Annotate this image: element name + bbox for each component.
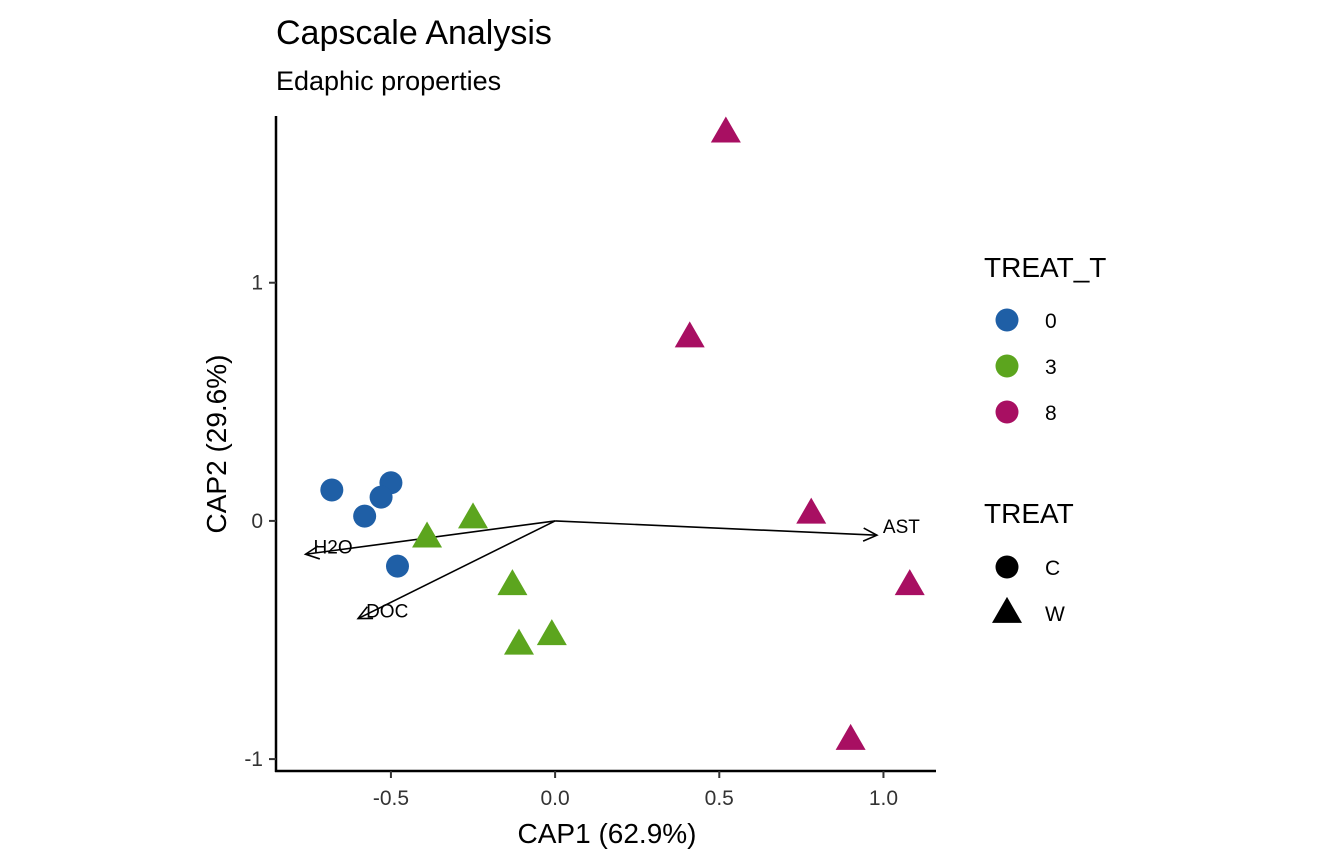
x-tick-label: 0.0	[541, 787, 570, 810]
data-point	[710, 116, 741, 143]
x-ticks: -0.5 0.0 0.5 1.0	[373, 771, 898, 810]
y-tick-label: 1	[251, 272, 263, 295]
legend-key-3	[995, 354, 1019, 378]
x-tick-label: 0.5	[705, 787, 734, 810]
data-point	[835, 723, 866, 750]
y-axis-title: CAP2 (29.6%)	[201, 355, 232, 534]
legend-label-w: W	[1045, 603, 1065, 626]
vector-ast-line	[555, 520, 877, 536]
biplot-vectors: H2O DOC AST	[303, 517, 920, 623]
legend-key-8	[995, 400, 1019, 424]
x-tick-label: -0.5	[373, 787, 409, 810]
legend-key-0	[995, 308, 1019, 332]
y-tick-label: -1	[244, 748, 263, 771]
data-point	[385, 554, 409, 578]
legend-treat-title: TREAT	[984, 498, 1074, 529]
legend-label-3: 3	[1045, 356, 1057, 379]
legend-label-c: C	[1045, 557, 1060, 580]
data-point	[497, 569, 528, 596]
vector-doc-label: DOC	[366, 602, 408, 623]
vector-doc-arrowhead	[356, 606, 374, 620]
chart-subtitle: Edaphic properties	[276, 66, 501, 96]
data-point	[412, 521, 443, 548]
vector-h2o-label: H2O	[314, 537, 353, 558]
x-axis-title: CAP1 (62.9%)	[518, 818, 697, 849]
vector-ast-label: AST	[883, 517, 920, 538]
y-tick-label: 0	[251, 510, 263, 533]
data-point	[503, 628, 534, 655]
data-point	[536, 619, 567, 646]
data-point	[458, 502, 489, 529]
legend-key-c	[995, 555, 1019, 579]
data-points	[320, 116, 925, 750]
chart-title: Capscale Analysis	[276, 14, 552, 52]
data-point	[353, 504, 377, 528]
data-point	[674, 321, 705, 348]
legend-treat-t-title: TREAT_T	[984, 252, 1106, 283]
data-point	[369, 485, 393, 509]
legends: TREAT_T 0 3 8 TREAT CW	[984, 252, 1106, 626]
vector-ast-arrowhead	[862, 527, 879, 542]
legend-key-w	[992, 596, 1022, 623]
data-point	[796, 497, 827, 524]
vector-h2o-arrowhead	[303, 545, 321, 560]
axes: -0.5 0.0 0.5 1.0 -1 0 1	[244, 116, 936, 810]
legend-label-8: 8	[1045, 402, 1057, 425]
data-point	[320, 478, 344, 502]
y-ticks: -1 0 1	[244, 272, 276, 771]
x-tick-label: 1.0	[869, 787, 898, 810]
vector-doc-line	[357, 520, 556, 620]
data-point	[894, 569, 925, 596]
legend-label-0: 0	[1045, 310, 1057, 333]
